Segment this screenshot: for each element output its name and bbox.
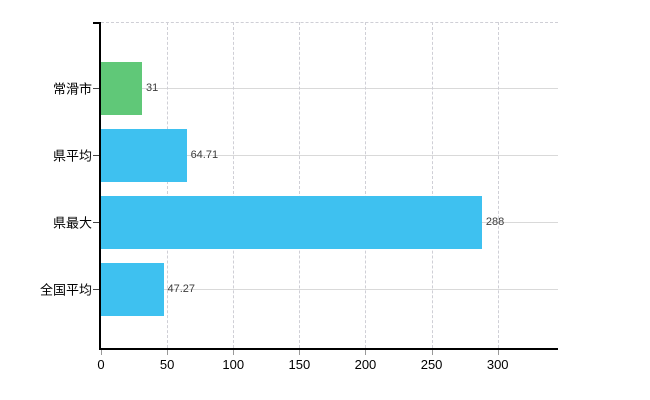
y-axis-tick-3 [93,289,100,290]
x-axis-tick-300 [497,350,499,355]
horizontal-gridline [101,88,558,89]
value-label-0: 31 [145,82,159,94]
x-axis-tick-150 [299,350,301,355]
category-label-3: 全国平均 [39,282,92,298]
x-tick-label-100: 100 [222,357,245,372]
category-label-1: 県平均 [52,148,92,164]
vertical-gridline [431,22,433,348]
x-tick-label-300: 300 [486,357,509,372]
y-axis-line [99,22,101,350]
category-label-2: 県最大 [52,215,92,231]
x-tick-label-50: 50 [159,357,175,372]
vertical-gridline [497,22,499,348]
value-label-1: 64.71 [190,149,219,161]
horizontal-gridline [101,289,558,290]
vertical-gridline [365,22,367,348]
y-axis-tick-1 [93,155,100,156]
value-label-3: 47.27 [167,283,196,295]
x-tick-label-0: 0 [97,357,105,372]
x-axis-tick-200 [365,350,367,355]
x-axis-tick-0 [101,350,102,355]
plot-top-border [101,22,558,23]
x-tick-label-200: 200 [354,357,377,372]
plot-area [101,22,558,348]
bar-3 [101,262,164,316]
bar-2 [101,195,482,249]
value-label-2: 288 [485,216,505,228]
vertical-gridline [167,22,169,348]
y-axis-tick-0 [93,88,100,89]
horizontal-gridline [101,155,558,156]
x-axis-line [99,348,558,350]
x-axis-tick-50 [167,350,169,355]
category-label-0: 常滑市 [52,81,92,97]
vertical-gridline [233,22,235,348]
x-tick-label-150: 150 [288,357,311,372]
vertical-gridline [299,22,301,348]
x-axis-tick-250 [431,350,433,355]
x-tick-label-250: 250 [420,357,443,372]
bar-0 [101,61,142,115]
y-axis-top-cap [93,22,101,24]
y-axis-tick-2 [93,222,100,223]
bar-1 [101,128,187,182]
x-axis-tick-100 [233,350,235,355]
